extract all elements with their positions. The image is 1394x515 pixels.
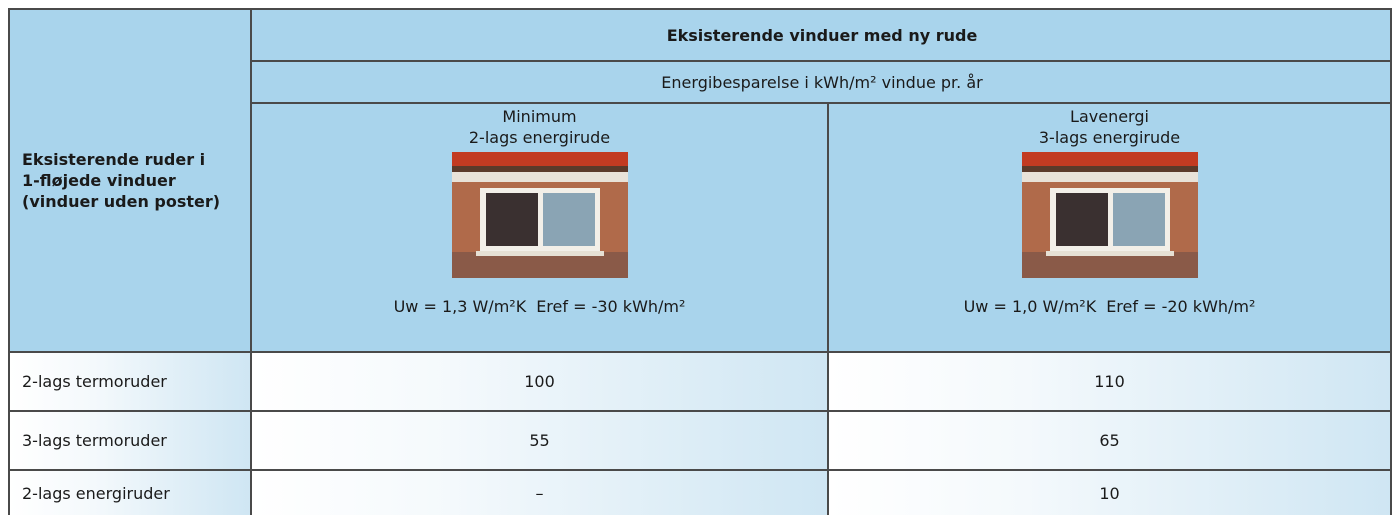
group-title: Eksisterende vinduer med ny rude [667, 26, 978, 45]
e-ref: Eref = -20 kWh/m² [1106, 297, 1255, 316]
subgroup-header: Energibesparelse i kWh/m² vindue pr. år [250, 60, 1392, 102]
row-header: Eksisterende ruder i 1-fløjede vinduer (… [8, 8, 250, 351]
row-header-line: 1-fløjede vinduer [22, 170, 220, 191]
window-photo [452, 152, 628, 278]
column-title: Minimum [502, 106, 576, 127]
table-cell: 110 [827, 351, 1390, 410]
table-cell: 55 [250, 410, 827, 469]
table-cell: – [250, 469, 827, 515]
page: {"header": {"row_label_lines": ["Eksiste… [0, 0, 1394, 515]
e-ref: Eref = -30 kWh/m² [536, 297, 685, 316]
table-cell: 10 [827, 469, 1390, 515]
row-label: 3-lags termoruder [8, 410, 250, 469]
subgroup-title: Energibesparelse i kWh/m² vindue pr. år [661, 73, 982, 92]
group-header: Eksisterende vinduer med ny rude [250, 8, 1392, 60]
u-value: Uw = 1,0 W/m²K [964, 297, 1097, 316]
row-header-text: Eksisterende ruder i 1-fløjede vinduer (… [22, 149, 220, 212]
column-spec: Uw = 1,3 W/m²K Eref = -30 kWh/m² [389, 296, 691, 317]
column-spec: Uw = 1,0 W/m²K Eref = -20 kWh/m² [959, 296, 1261, 317]
right-border [1390, 8, 1392, 515]
window-photo [1022, 152, 1198, 278]
column-subtitle: 3-lags energirude [1039, 127, 1180, 148]
row-header-line: Eksisterende ruder i [22, 149, 220, 170]
column-title: Lavenergi [1070, 106, 1149, 127]
row-header-line: (vinduer uden poster) [22, 191, 220, 212]
row-label: 2-lags energiruder [8, 469, 250, 515]
u-value: Uw = 1,3 W/m²K [394, 297, 527, 316]
column-subtitle: 2-lags energirude [469, 127, 610, 148]
row-label: 2-lags termoruder [8, 351, 250, 410]
table-cell: 100 [250, 351, 827, 410]
table-cell: 65 [827, 410, 1390, 469]
